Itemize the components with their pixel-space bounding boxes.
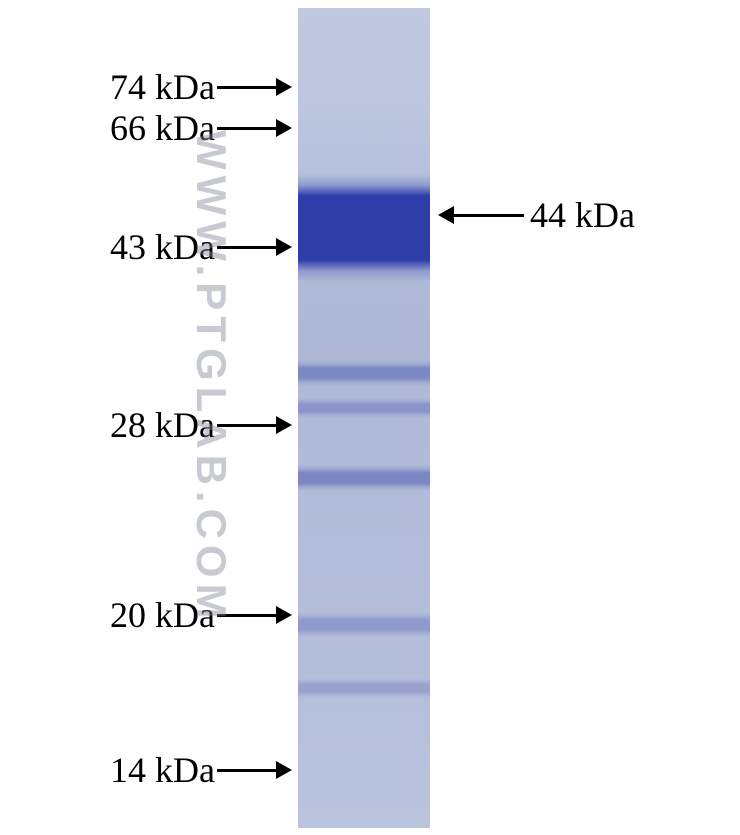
mw-marker-label: 66 kDa bbox=[0, 110, 215, 146]
mw-marker-label: 28 kDa bbox=[0, 407, 215, 443]
faint-band-20kda bbox=[298, 612, 430, 638]
mw-marker-label: 74 kDa bbox=[0, 69, 215, 105]
mw-marker-label: 43 kDa bbox=[0, 229, 215, 265]
watermark-text: WWW.PTGLAB.COM bbox=[187, 130, 235, 625]
faint-band-17kda bbox=[298, 678, 430, 698]
faint-band-26kda bbox=[298, 465, 430, 491]
gel-lane-background bbox=[298, 8, 430, 828]
mw-marker-label: 14 kDa bbox=[0, 752, 215, 788]
faint-band-33kda bbox=[298, 360, 430, 386]
observed-band-label: 44 kDa bbox=[530, 197, 635, 233]
mw-marker-label: 20 kDa bbox=[0, 597, 215, 633]
gel-lane bbox=[298, 8, 430, 828]
faint-band-30kda bbox=[298, 398, 430, 418]
gel-figure: 74 kDa 66 kDa 43 kDa 28 kDa 20 kDa 14 kDa 44 … bbox=[0, 0, 740, 835]
main-band-44kda bbox=[298, 174, 430, 282]
